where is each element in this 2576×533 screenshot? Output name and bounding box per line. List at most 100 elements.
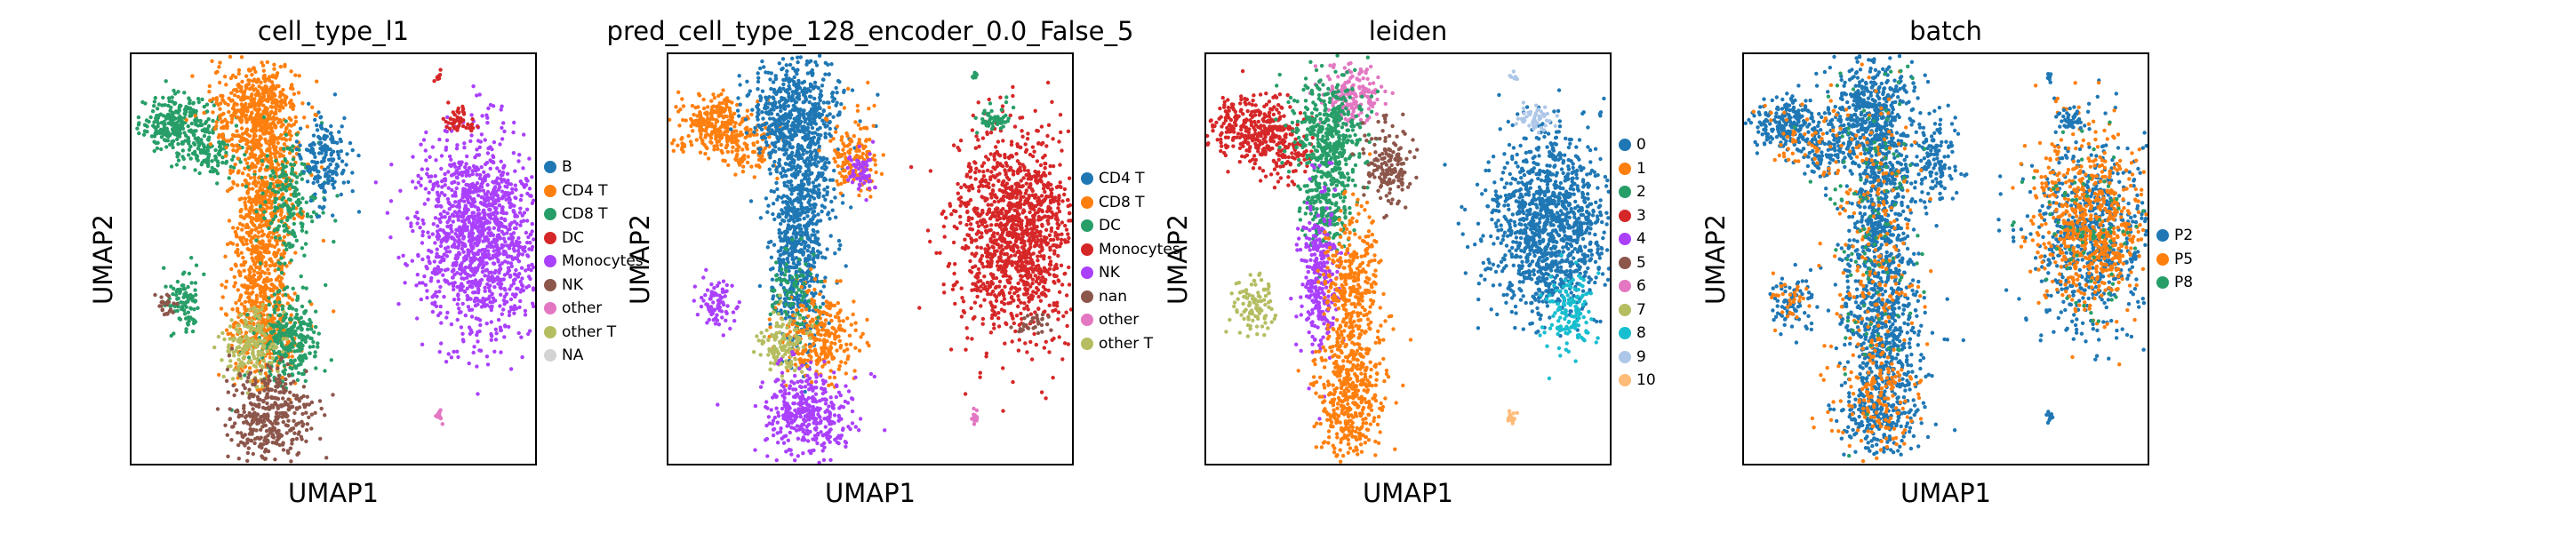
data-point	[495, 274, 500, 280]
data-point	[276, 274, 282, 279]
data-point	[215, 407, 220, 411]
data-point	[508, 243, 514, 247]
data-point	[279, 98, 284, 103]
data-point	[502, 217, 508, 222]
data-point	[285, 449, 290, 453]
data-point	[244, 130, 248, 134]
data-point	[264, 243, 268, 247]
data-point	[228, 164, 233, 169]
data-point	[455, 302, 460, 306]
data-point	[482, 170, 486, 174]
data-point	[303, 337, 308, 341]
data-point	[479, 132, 484, 137]
data-point	[232, 165, 236, 170]
data-point	[233, 281, 237, 285]
data-point	[218, 107, 222, 111]
data-point	[159, 304, 164, 308]
data-point	[164, 312, 168, 316]
data-point	[689, 123, 693, 129]
data-point	[288, 179, 293, 183]
data-point	[522, 132, 526, 137]
data-point	[681, 104, 686, 108]
data-point	[271, 231, 276, 236]
scatter-plot-area	[130, 52, 537, 465]
data-point	[298, 126, 303, 131]
data-point	[250, 204, 254, 209]
data-point	[304, 439, 308, 443]
data-point	[216, 102, 220, 107]
data-point	[253, 69, 258, 75]
data-point	[329, 153, 333, 157]
data-point	[229, 266, 234, 272]
data-point	[186, 284, 190, 290]
data-point	[269, 235, 275, 240]
data-point	[200, 97, 204, 102]
data-point	[272, 292, 277, 297]
data-point	[483, 138, 487, 142]
data-point	[517, 211, 523, 215]
data-point	[479, 305, 484, 309]
data-point	[703, 133, 708, 138]
data-point	[260, 456, 265, 460]
data-point	[266, 434, 270, 438]
data-point	[734, 129, 739, 133]
data-point	[475, 165, 479, 170]
data-point	[244, 344, 249, 348]
data-point	[241, 223, 245, 227]
data-point	[219, 93, 223, 98]
data-point	[300, 101, 305, 106]
data-point	[228, 171, 233, 175]
data-point	[466, 191, 470, 196]
data-point	[511, 246, 516, 251]
data-point	[255, 327, 260, 331]
data-point	[749, 112, 754, 117]
data-point	[385, 211, 390, 215]
data-point	[270, 320, 276, 324]
data-point	[461, 250, 466, 254]
data-point	[293, 251, 298, 255]
data-point	[525, 191, 530, 196]
data-point	[296, 91, 301, 95]
data-point	[242, 420, 246, 425]
data-point	[517, 240, 522, 245]
data-point	[454, 186, 459, 191]
data-point	[279, 132, 284, 138]
data-point	[207, 90, 212, 94]
data-point	[257, 436, 261, 441]
data-point	[679, 137, 684, 141]
data-point	[417, 281, 422, 285]
data-point	[444, 315, 449, 320]
data-point	[220, 125, 224, 131]
data-point	[252, 100, 257, 105]
data-point	[260, 60, 264, 65]
cluster-points	[434, 408, 444, 426]
data-point	[519, 335, 524, 339]
data-point	[496, 246, 500, 251]
data-point	[263, 423, 268, 428]
data-point	[260, 151, 264, 155]
data-point	[462, 146, 467, 150]
data-point	[484, 261, 489, 266]
data-point	[719, 142, 724, 147]
data-point	[313, 112, 317, 117]
data-point	[189, 121, 194, 126]
data-point	[426, 197, 430, 202]
data-point	[265, 180, 269, 186]
data-point	[243, 200, 247, 205]
data-point	[270, 356, 276, 361]
data-point	[291, 437, 295, 442]
data-point	[228, 337, 232, 341]
data-point	[244, 275, 248, 280]
data-point	[256, 271, 260, 275]
data-point	[182, 91, 187, 95]
data-point	[727, 138, 732, 142]
data-point	[506, 266, 511, 270]
data-point	[252, 175, 257, 179]
data-point	[300, 246, 305, 251]
data-point	[301, 371, 306, 377]
data-point	[236, 156, 240, 161]
data-point	[241, 255, 245, 260]
data-point	[528, 232, 532, 236]
data-point	[316, 170, 320, 174]
data-point	[291, 107, 295, 111]
